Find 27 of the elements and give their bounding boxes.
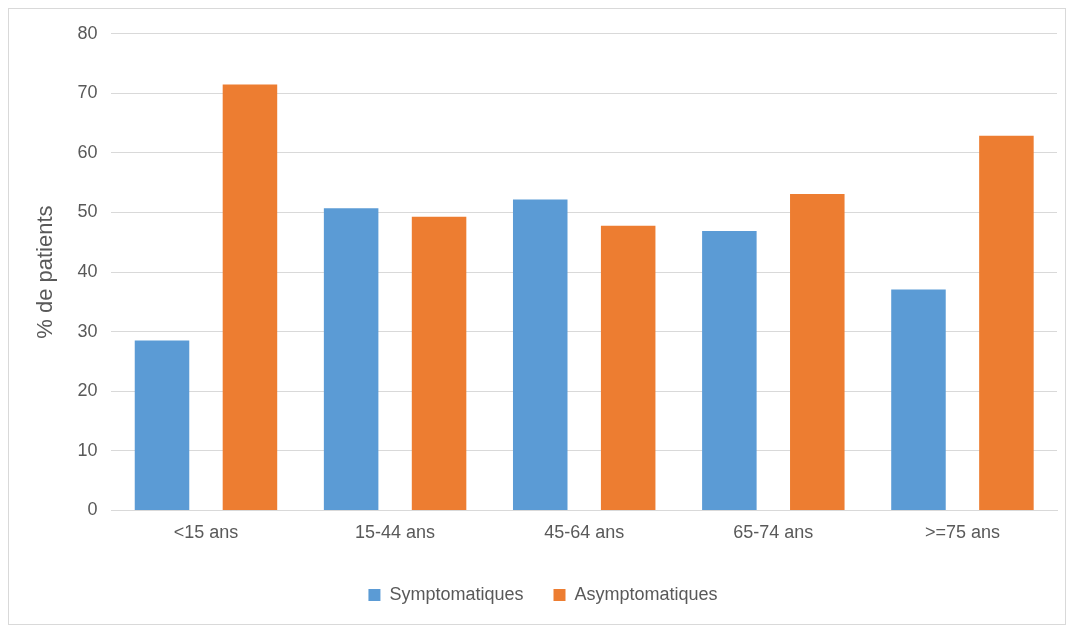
bar	[222, 84, 278, 510]
y-tick-label: 60	[77, 141, 98, 162]
legend-label: Asymptomatiques	[574, 583, 718, 604]
y-tick-label: 50	[77, 201, 98, 222]
y-tick-label: 30	[77, 320, 98, 341]
y-tick-label: 40	[77, 261, 98, 282]
legend-label: Symptomatiques	[389, 583, 524, 604]
bar	[411, 216, 467, 510]
bar	[323, 208, 379, 510]
y-tick-label: 20	[77, 380, 98, 401]
x-tick-label: <15 ans	[173, 522, 239, 543]
x-tick-label: 65-74 ans	[733, 522, 814, 543]
y-tick-label: 10	[77, 439, 98, 460]
bar	[790, 194, 845, 510]
y-tick-label: 0	[87, 499, 98, 520]
x-tick-label: >=75 ans	[924, 522, 1000, 543]
x-tick-label: 45-64 ans	[544, 522, 625, 543]
bar	[891, 289, 946, 510]
y-axis-title: % de patients	[32, 205, 58, 339]
y-tick-label: 80	[77, 22, 98, 43]
y-tick-label: 70	[77, 82, 98, 103]
x-tick-label: 15-44 ans	[355, 522, 436, 543]
bar	[512, 199, 568, 510]
bar	[979, 135, 1034, 510]
bar	[702, 230, 757, 510]
bar	[600, 225, 656, 510]
bar	[134, 340, 190, 510]
